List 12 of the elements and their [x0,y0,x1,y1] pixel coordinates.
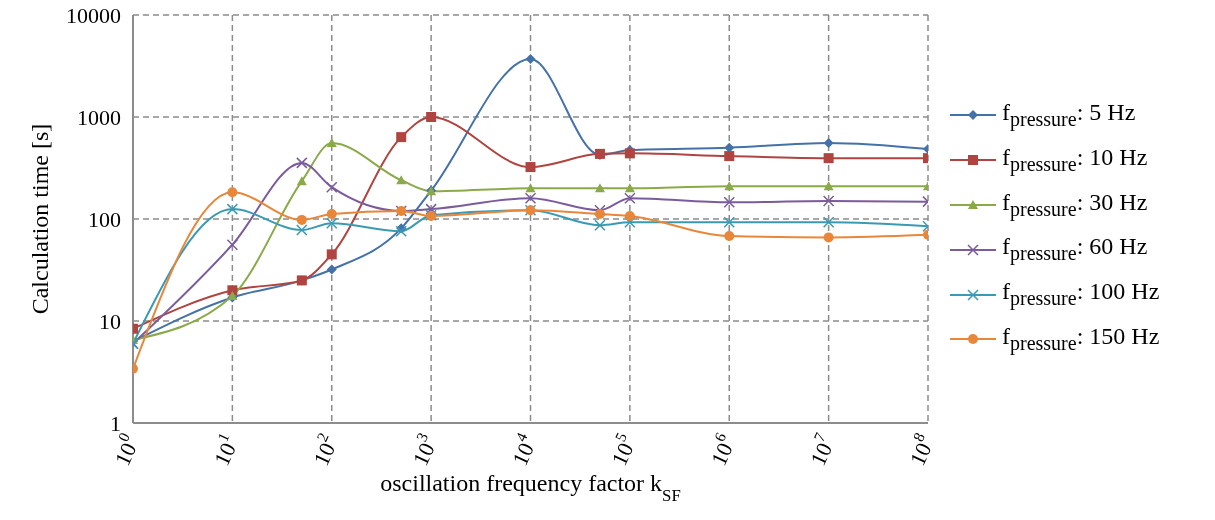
legend-label: f$_{pressure}$: 5 Hz [1002,98,1136,133]
x-axis-title: oscillation frequency factor k$_{SF}$ [380,470,681,505]
legend-label: f$_{pressure}$: 150 Hz [1002,322,1160,357]
y-tick-label: 10000 [66,2,121,28]
y-tick-label: 10 [99,308,121,334]
legend-label: f$_{pressure}$: 60 Hz [1002,232,1148,267]
y-tick-label: 1000 [77,104,121,130]
legend-label: f$_{pressure}$: 30 Hz [1002,187,1148,223]
legend-label: f$_{pressure}$: 100 Hz [1002,277,1160,312]
y-tick-label: 100 [88,206,121,232]
legend-label: f$_{pressure}$: 10 Hz [1002,142,1148,178]
y-axis-title: Calculation time [s] [27,123,53,315]
